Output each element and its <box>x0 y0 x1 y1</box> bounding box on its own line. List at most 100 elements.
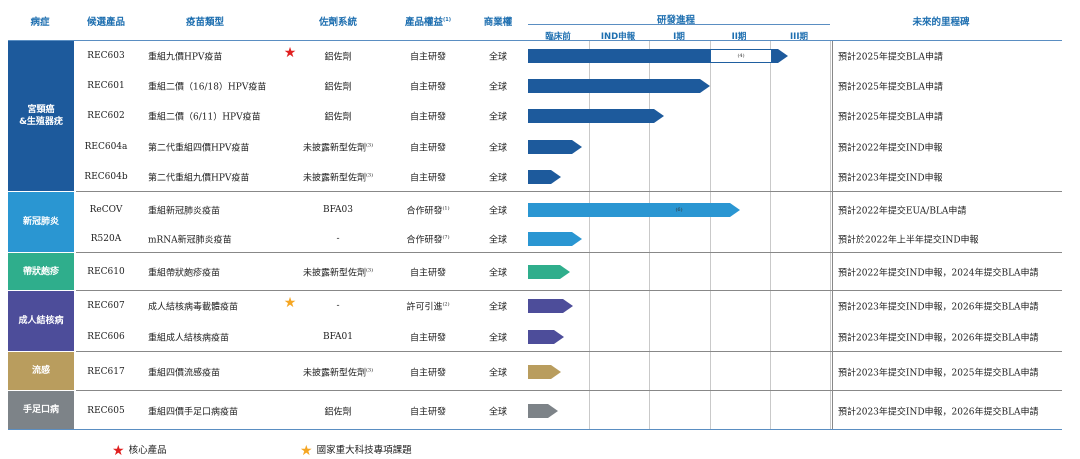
progress-bar <box>528 265 570 279</box>
legend-core: ★ 核心產品 <box>112 442 167 458</box>
legend-core-label: 核心產品 <box>128 445 167 456</box>
progress-bar <box>528 232 582 246</box>
milestone: 預計2023年提交IND申報，2025年提交BLA申請 <box>838 368 1039 379</box>
disease-label: 帶狀皰疹 <box>22 266 59 277</box>
disease-label: 宮頸癌 &生殖器疣 <box>19 105 63 127</box>
phase-ii-box: (4) <box>710 49 772 63</box>
rights-label: 自主研發 <box>409 82 447 93</box>
progress-bar-shape <box>528 140 582 154</box>
commercial-rights: 全球 <box>488 407 508 418</box>
disease-hfmd: 手足口病 <box>8 391 74 429</box>
commercial-rights: 全球 <box>488 206 508 217</box>
adjuvant-system: 鋁佐劑 <box>324 50 351 63</box>
adjuvant-label: BFA03 <box>322 205 354 215</box>
progress-bar <box>528 203 740 217</box>
adjuvant-label: 未披露新型佐劑 <box>302 173 366 184</box>
rights-label: 自主研發 <box>409 268 447 279</box>
col-header-progress: 研發進程 <box>656 15 696 26</box>
milestone: 預計2025年提交BLA申請 <box>838 112 943 123</box>
legend-major: ★ 國家重大科技專項課題 <box>300 442 412 458</box>
group-divider <box>76 390 1062 391</box>
progress-bar-shape <box>528 330 564 344</box>
table-bottom-rule <box>8 429 1062 430</box>
commercial-rights: 全球 <box>488 302 508 313</box>
adjuvant-system: BFA01 <box>323 332 353 342</box>
footnote-marker: (3) <box>365 142 374 149</box>
col-header-type: 疫苗類型 <box>185 17 225 28</box>
progress-bar-shape <box>528 109 664 123</box>
progress-bar-shape <box>528 265 570 279</box>
rights-label: 合作研發 <box>406 206 443 217</box>
adjuvant-label: 未披露新型佐劑 <box>302 268 366 279</box>
bar-footnote: (6) <box>675 207 683 213</box>
adjuvant-label: 鋁佐劑 <box>324 52 352 63</box>
milestone: 預計2025年提交BLA申請 <box>838 82 943 93</box>
milestone: 預計2022年提交IND申報，2024年提交BLA申請 <box>838 268 1039 279</box>
adjuvant-label: 鋁佐劑 <box>324 407 352 418</box>
product-rights: 自主研發 <box>410 50 446 63</box>
adjuvant-label: - <box>336 301 340 311</box>
red-star-icon: ★ <box>112 443 125 459</box>
adjuvant-system: - <box>336 301 339 311</box>
rights-label: 自主研發 <box>409 143 447 154</box>
candidate-code: REC604a <box>84 142 128 152</box>
milestone: 預計2023年提交IND申報，2026年提交BLA申請 <box>838 333 1039 344</box>
orange-star-icon: ★ <box>283 295 297 311</box>
rights-label: 自主研發 <box>409 407 447 418</box>
col-header-candidate: 候選產品 <box>86 17 126 28</box>
col-header-disease: 病症 <box>30 17 50 28</box>
phase-header-phase2: II期 <box>731 32 747 42</box>
disease-label: 流感 <box>31 366 50 376</box>
progress-bar-shape <box>528 299 573 313</box>
vaccine-type: 重組二價（16/18）HPV疫苗 <box>148 82 267 93</box>
milestone: 預計2023年提交IND申報，2026年提交BLA申請 <box>838 407 1039 418</box>
product-rights: 自主研發 <box>410 171 446 184</box>
rights-label: 自主研發 <box>409 333 447 344</box>
footnote-marker: (1) <box>442 205 450 212</box>
vaccine-type: 重組九價HPV疫苗 <box>148 52 223 63</box>
disease-influenza: 流感 <box>8 352 74 390</box>
vaccine-type: 第二代重組四價HPV疫苗 <box>148 143 250 154</box>
adjuvant-label: 未披露新型佐劑 <box>302 368 366 379</box>
candidate-code: REC605 <box>87 406 125 416</box>
product-rights: 自主研發 <box>410 110 446 123</box>
vaccine-type: 第二代重組九價HPV疫苗 <box>148 173 250 184</box>
legend-major-label: 國家重大科技專項課題 <box>316 445 412 456</box>
adjuvant-system: 鋁佐劑 <box>324 80 351 93</box>
progress-bar <box>528 365 561 379</box>
adjuvant-system: 未披露新型佐劑(3) <box>303 141 373 154</box>
commercial-rights: 全球 <box>488 368 508 379</box>
vaccine-type: 重組成人結核病疫苗 <box>148 333 230 344</box>
progress-bar <box>528 109 664 123</box>
header-bottom-rule <box>8 40 1062 41</box>
vaccine-type: 重組二價（6/11）HPV疫苗 <box>148 112 261 123</box>
group-divider <box>76 290 1062 291</box>
milestone: 預計2022年提交EUA/BLA申請 <box>838 206 967 217</box>
phase-divider <box>830 41 831 429</box>
red-star-icon: ★ <box>283 45 297 61</box>
phase-divider <box>710 41 711 429</box>
orange-star-icon: ★ <box>300 443 313 459</box>
milestone: 預計2025年提交BLA申請 <box>838 52 943 63</box>
product-rights: 自主研發 <box>410 80 446 93</box>
progress-bar <box>528 404 558 418</box>
product-rights: 自主研發 <box>410 331 446 344</box>
progress-header-rule <box>528 24 830 25</box>
group-divider <box>76 252 1062 253</box>
product-rights: 自主研發 <box>410 141 446 154</box>
footnote-marker: (2) <box>442 301 450 308</box>
phase-header-ind: IND申報 <box>600 32 636 42</box>
disease-covid: 新冠肺炎 <box>8 192 74 252</box>
vaccine-type: mRNA新冠肺炎疫苗 <box>148 235 232 246</box>
commercial-rights: 全球 <box>488 112 508 123</box>
product-rights: 自主研發 <box>410 266 446 279</box>
candidate-code: REC610 <box>87 267 125 277</box>
adjuvant-label: 鋁佐劑 <box>324 82 352 93</box>
footnote-marker: (7) <box>442 234 450 241</box>
rights-label: 自主研發 <box>409 368 447 379</box>
milestone: 預計於2022年上半年提交IND申報 <box>838 235 979 246</box>
bar-footnote: (4) <box>737 53 745 59</box>
progress-bar <box>528 79 710 93</box>
col-header-milestone: 未來的里程碑 <box>912 17 970 28</box>
phase-divider <box>770 41 771 429</box>
